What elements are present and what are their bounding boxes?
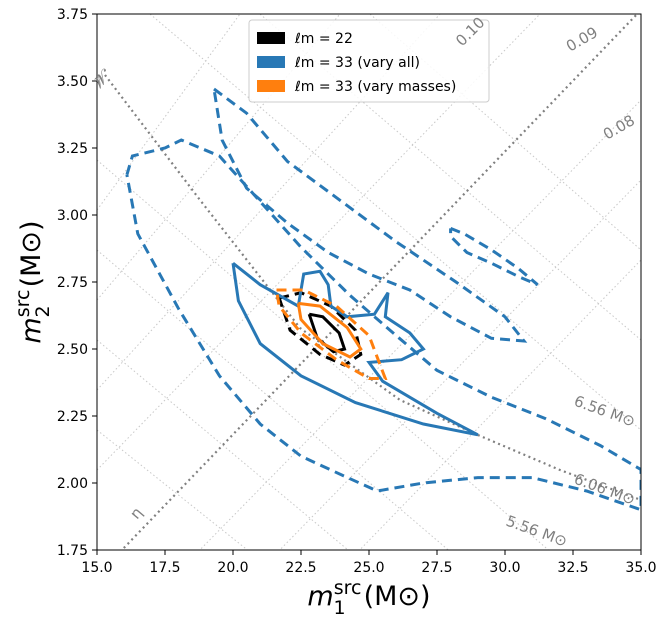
x-label-subscript: 1	[333, 597, 345, 619]
x-label-superscript: src	[334, 577, 362, 599]
annotation: 6.06 M⊙	[572, 470, 638, 509]
legend-swatch	[257, 80, 285, 92]
legend-box	[248, 19, 490, 103]
legend: ℓm = 22 ℓm = 33 (vary all) ℓm = 33 (vary m…	[248, 19, 490, 103]
annotation: 0.09	[563, 23, 601, 55]
contour-line	[449, 227, 539, 287]
y-axis-label: msrc2 (M⊙)	[12, 220, 54, 343]
legend-label: ℓm = 22	[294, 31, 353, 47]
y-tick-label: 2.00	[57, 476, 88, 492]
y-tick-label: 2.75	[57, 275, 88, 291]
x-tick-label: 15.0	[81, 560, 112, 576]
x-tick-label: 25.0	[353, 560, 384, 576]
y-tick-label: 2.25	[57, 409, 88, 425]
contour-line	[296, 301, 363, 359]
x-axis-label: msrc 1 (M⊙)	[307, 577, 430, 619]
y-label-subscript: 2	[32, 305, 54, 317]
annotation: 6.56 M⊙	[572, 392, 638, 431]
y-tick-label: 1.75	[57, 543, 88, 559]
x-tick-label: 17.5	[149, 560, 180, 576]
contour-line	[275, 288, 388, 380]
annotation: η	[126, 504, 146, 523]
x-tick-label: 32.5	[557, 560, 588, 576]
x-tick-label: 35.0	[625, 560, 656, 576]
legend-swatch	[257, 56, 285, 68]
y-tick-label: 2.50	[57, 342, 88, 358]
y-label-symbol: m	[16, 317, 47, 343]
y-tick-label: 3.75	[57, 7, 88, 23]
y-tick-label: 3.25	[57, 141, 88, 157]
contour-line	[231, 262, 479, 437]
y-tick-label: 3.00	[57, 208, 88, 224]
legend-label: ℓm = 33 (vary all)	[294, 55, 420, 71]
legend-label: ℓm = 33 (vary masses)	[294, 79, 456, 95]
y-label-superscript: src	[12, 290, 34, 318]
contours	[125, 87, 641, 512]
legend-swatch	[257, 32, 285, 44]
y-tick-label: 3.50	[57, 74, 88, 90]
y-label-unit: (M⊙)	[16, 220, 47, 287]
x-tick-label: 27.5	[421, 560, 452, 576]
contour-line	[212, 87, 528, 343]
contour-line	[125, 138, 641, 512]
annotation: 5.56 M⊙	[504, 512, 570, 551]
x-tick-label: 20.0	[217, 560, 248, 576]
x-label-symbol: m	[307, 581, 333, 612]
x-label-unit: (M⊙)	[364, 581, 431, 612]
annotation: 0.08	[600, 111, 638, 143]
x-tick-label: 30.0	[489, 560, 520, 576]
annotation: 𝓜	[89, 65, 115, 91]
contour-line	[277, 291, 363, 367]
x-tick-label: 22.5	[285, 560, 316, 576]
